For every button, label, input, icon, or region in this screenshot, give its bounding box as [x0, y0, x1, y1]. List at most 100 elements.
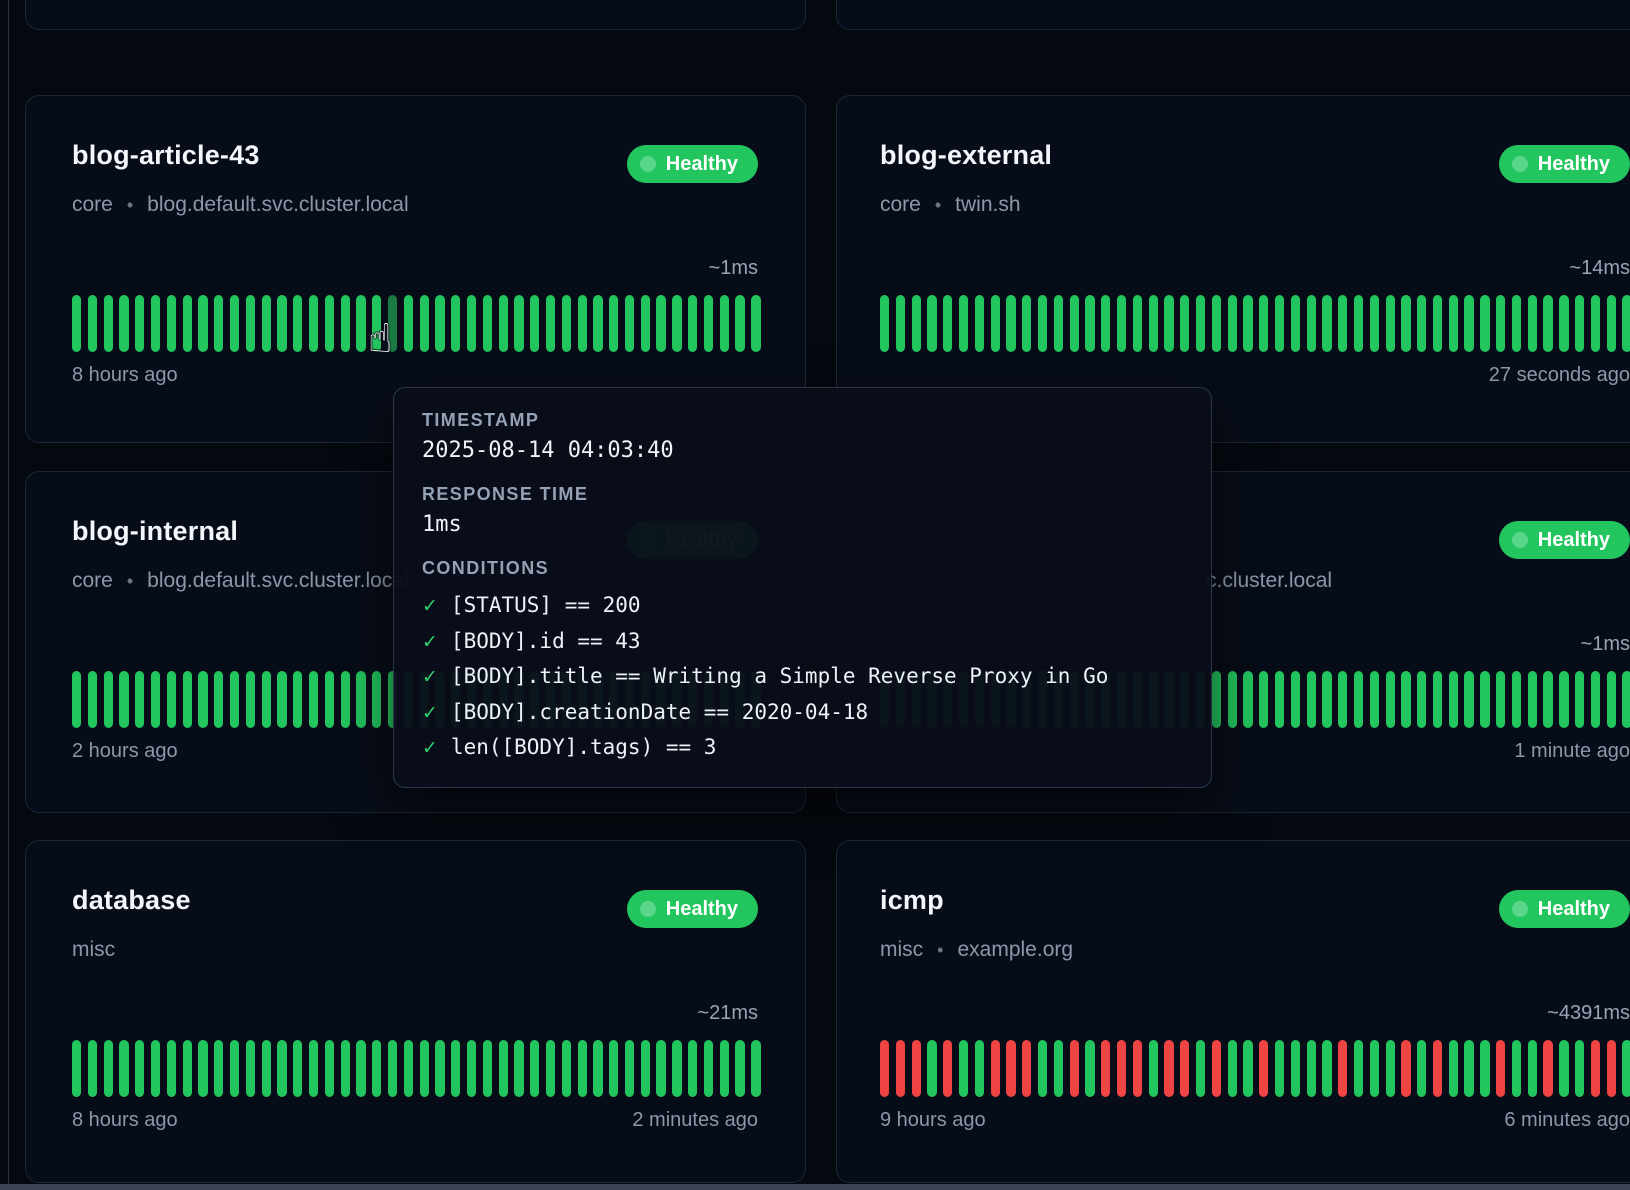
- status-bar[interactable]: [1386, 295, 1395, 352]
- uptime-bars[interactable]: [72, 295, 758, 352]
- status-bar[interactable]: [293, 1040, 302, 1097]
- status-bar[interactable]: [167, 295, 176, 352]
- status-bar[interactable]: [991, 295, 1000, 352]
- status-bar[interactable]: [1386, 671, 1395, 728]
- status-bar[interactable]: [880, 295, 889, 352]
- status-bar[interactable]: [1433, 295, 1442, 352]
- status-bar[interactable]: [167, 671, 176, 728]
- status-bar[interactable]: [1212, 671, 1221, 728]
- status-bar[interactable]: [514, 295, 523, 352]
- status-bar[interactable]: [1449, 295, 1458, 352]
- status-bar[interactable]: [1512, 295, 1521, 352]
- status-bar[interactable]: [641, 295, 650, 352]
- status-bar[interactable]: [593, 1040, 602, 1097]
- status-bar[interactable]: [609, 295, 618, 352]
- status-bar[interactable]: [688, 295, 697, 352]
- status-bar[interactable]: [609, 1040, 618, 1097]
- status-bar[interactable]: [896, 295, 905, 352]
- status-bar[interactable]: [104, 671, 113, 728]
- status-bar[interactable]: [1117, 295, 1126, 352]
- status-bar[interactable]: [656, 1040, 665, 1097]
- status-bar[interactable]: [1559, 671, 1568, 728]
- status-bar[interactable]: [293, 295, 302, 352]
- status-bar[interactable]: [1164, 1040, 1173, 1097]
- status-bar[interactable]: [198, 295, 207, 352]
- status-bar[interactable]: [1417, 295, 1426, 352]
- status-bar[interactable]: [1370, 1040, 1379, 1097]
- status-bar[interactable]: [372, 1040, 381, 1097]
- status-bar[interactable]: [72, 671, 81, 728]
- status-bar[interactable]: [341, 1040, 350, 1097]
- status-bar[interactable]: [514, 1040, 523, 1097]
- status-bar[interactable]: [104, 295, 113, 352]
- status-bar[interactable]: [214, 1040, 223, 1097]
- status-bar[interactable]: [372, 295, 381, 352]
- status-bar[interactable]: [262, 671, 271, 728]
- status-bar[interactable]: [388, 295, 397, 352]
- status-bar[interactable]: [530, 295, 539, 352]
- status-bar[interactable]: [1559, 1040, 1568, 1097]
- status-bar[interactable]: [135, 671, 144, 728]
- status-bar[interactable]: [751, 1040, 760, 1097]
- status-bar[interactable]: [151, 671, 160, 728]
- status-bar[interactable]: [499, 1040, 508, 1097]
- status-bar[interactable]: [1480, 671, 1489, 728]
- status-bar[interactable]: [1528, 295, 1537, 352]
- status-bar[interactable]: [1354, 1040, 1363, 1097]
- status-bar[interactable]: [1307, 671, 1316, 728]
- status-bar[interactable]: [1307, 295, 1316, 352]
- status-bar[interactable]: [1243, 671, 1252, 728]
- status-bar[interactable]: [341, 295, 350, 352]
- status-bar[interactable]: [1243, 295, 1252, 352]
- status-bar[interactable]: [1322, 295, 1331, 352]
- status-bar[interactable]: [625, 1040, 634, 1097]
- status-bar[interactable]: [672, 295, 681, 352]
- status-bar[interactable]: [1464, 671, 1473, 728]
- status-bar[interactable]: [230, 671, 239, 728]
- status-bar[interactable]: [704, 295, 713, 352]
- status-bar[interactable]: [1038, 1040, 1047, 1097]
- status-bar[interactable]: [293, 671, 302, 728]
- status-bar[interactable]: [309, 671, 318, 728]
- status-bar[interactable]: [1228, 671, 1237, 728]
- status-bar[interactable]: [309, 1040, 318, 1097]
- status-bar[interactable]: [1338, 1040, 1347, 1097]
- status-bar[interactable]: [1006, 1040, 1015, 1097]
- status-bar[interactable]: [1528, 1040, 1537, 1097]
- status-bar[interactable]: [1243, 1040, 1252, 1097]
- status-bar[interactable]: [151, 1040, 160, 1097]
- card-database[interactable]: database misc Healthy ~21ms 8 hours ago …: [25, 840, 806, 1183]
- status-bar[interactable]: [483, 295, 492, 352]
- status-bar[interactable]: [151, 295, 160, 352]
- status-bar[interactable]: [1259, 1040, 1268, 1097]
- status-bar[interactable]: [372, 671, 381, 728]
- status-bar[interactable]: [1622, 1040, 1630, 1097]
- status-bar[interactable]: [1433, 671, 1442, 728]
- status-bar[interactable]: [404, 295, 413, 352]
- status-bar[interactable]: [1275, 1040, 1284, 1097]
- status-bar[interactable]: [1180, 1040, 1189, 1097]
- status-bar[interactable]: [1464, 295, 1473, 352]
- status-bar[interactable]: [656, 295, 665, 352]
- status-bar[interactable]: [1417, 671, 1426, 728]
- status-bar[interactable]: [1496, 671, 1505, 728]
- uptime-bars[interactable]: [72, 1040, 758, 1097]
- status-bar[interactable]: [435, 1040, 444, 1097]
- status-bar[interactable]: [1149, 1040, 1158, 1097]
- status-bar[interactable]: [119, 671, 128, 728]
- status-bar[interactable]: [1575, 671, 1584, 728]
- status-bar[interactable]: [325, 295, 334, 352]
- status-bar[interactable]: [1543, 295, 1552, 352]
- status-bar[interactable]: [183, 671, 192, 728]
- status-bar[interactable]: [420, 1040, 429, 1097]
- status-bar[interactable]: [246, 1040, 255, 1097]
- status-bar[interactable]: [720, 295, 729, 352]
- status-bar[interactable]: [1496, 295, 1505, 352]
- status-bar[interactable]: [927, 1040, 936, 1097]
- status-bar[interactable]: [1607, 671, 1616, 728]
- status-bar[interactable]: [625, 295, 634, 352]
- status-bar[interactable]: [467, 295, 476, 352]
- status-bar[interactable]: [119, 295, 128, 352]
- status-bar[interactable]: [277, 1040, 286, 1097]
- status-bar[interactable]: [277, 295, 286, 352]
